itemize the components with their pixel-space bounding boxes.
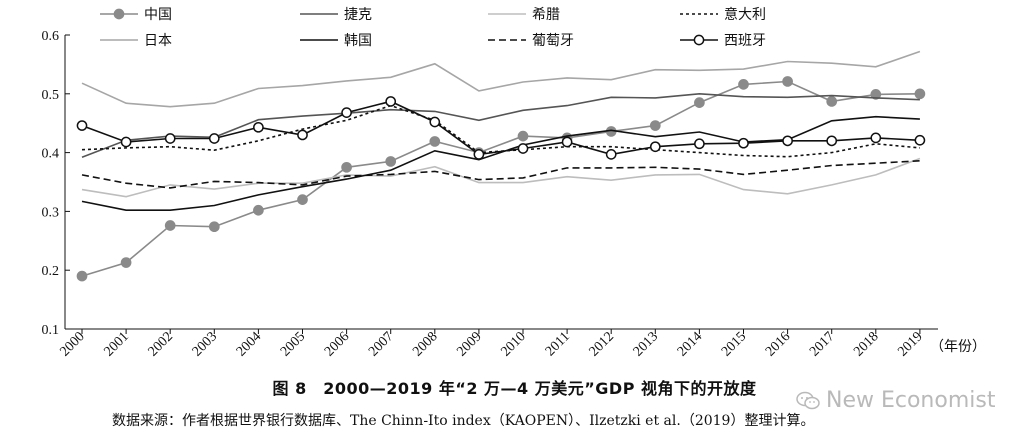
legend-label-希腊: 希腊 [532,7,560,23]
data-point-中国-2008 [429,136,441,147]
data-point-西班牙-2019 [914,134,926,146]
legend-label-捷克: 捷克 [344,7,372,23]
x-tick-label: 2014 [675,329,705,359]
data-point-西班牙-2000 [76,120,88,131]
data-point-西班牙-2014 [694,138,705,150]
y-tick-label: 0.4 [42,147,60,162]
data-point-西班牙-2008 [429,116,441,128]
series-line-中国 [81,80,920,277]
legend-label-葡萄牙: 葡萄牙 [532,33,574,49]
series-line-日本 [81,50,921,108]
x-tick-label: 2018 [851,329,881,359]
x-tick-label: 2002 [146,329,176,359]
watermark: New Economist [796,388,995,413]
y-tick-label: 0.6 [42,29,60,44]
data-point-中国-2007 [385,156,397,167]
data-point-中国-2010 [517,130,529,142]
data-point-中国-2001 [120,257,132,268]
y-tick-label: 0.5 [42,88,60,103]
x-tick-label: 2003 [190,329,220,359]
x-tick-label: 2019 [895,329,925,359]
series-line-西班牙 [81,100,920,156]
data-point-西班牙-2013 [649,141,661,153]
legend-label-中国: 中国 [144,7,172,23]
y-tick-label: 0.3 [42,205,60,220]
y-ticks: 0.1 0.2 0.3 0.4 0.5 0.6 [42,29,70,338]
data-point-西班牙-2001 [120,136,132,148]
x-tick-label: 2006 [322,329,352,359]
x-tick-label: 2011 [543,329,573,359]
data-point-中国-2016 [782,76,793,87]
legend-marker-西班牙 [693,34,705,46]
data-point-西班牙-2012 [605,149,617,160]
x-tick-label: 2005 [278,329,308,359]
plot-area: 0.10.20.30.40.50.6 2000 2001 2002 2003 2004 2… [42,29,987,360]
series-group [76,50,926,282]
series-line-希腊 [81,157,921,198]
legend-label-日本: 日本 [144,33,172,49]
series-line-意大利 [81,104,920,158]
legend-label-韩国: 韩国 [344,33,372,49]
data-point-西班牙-2011 [561,136,573,148]
x-tick-label: 2017 [807,329,837,359]
x-ticks: 2000 2001 2002 2003 2004 2005 2006 2007 2008 2009… [57,329,986,360]
data-point-中国-2019 [914,88,926,100]
series-line-韩国 [81,115,920,211]
data-point-西班牙-2018 [870,132,882,144]
data-point-西班牙-2006 [341,107,352,118]
x-tick-label: 2000 [57,329,87,359]
data-point-中国-2002 [164,220,176,231]
data-point-中国-2006 [341,161,352,173]
x-tick-label: 2001 [102,329,132,359]
data-point-西班牙-2009 [473,149,485,160]
y-tick-label: 0.1 [42,323,60,338]
source-note: 数据来源：作者根据世界银行数据库、The Chinn-Ito index（KAO… [112,413,815,429]
watermark-text: New Economist [826,388,996,413]
data-point-中国-2000 [76,270,88,282]
data-point-西班牙-2003 [208,133,220,144]
legend-marker-中国 [113,8,125,20]
x-tick-label: 2012 [587,329,617,359]
data-point-中国-2013 [649,120,661,131]
series-line-捷克 [81,92,920,159]
series-line-葡萄牙 [81,160,920,189]
legend-label-西班牙: 西班牙 [724,33,766,49]
data-point-中国-2015 [738,79,749,90]
data-point-西班牙-2015 [738,137,749,149]
figure-caption: 图 8 2000—2019 年“2 万—4 万美元”GDP 视角下的开放度 [272,379,757,398]
y-tick-label: 0.2 [42,264,60,279]
data-point-西班牙-2016 [782,135,793,147]
data-point-西班牙-2017 [826,135,838,147]
data-point-西班牙-2004 [253,121,264,133]
data-point-中国-2018 [870,89,882,100]
x-tick-label: 2009 [454,329,484,359]
x-tick-label: 2008 [410,329,440,359]
data-point-中国-2014 [694,97,705,108]
data-point-西班牙-2005 [297,129,308,141]
data-point-西班牙-2007 [385,96,397,107]
x-tick-label: 2016 [763,329,793,359]
data-point-中国-2005 [297,194,308,205]
x-tick-label: 2007 [366,329,396,359]
data-point-西班牙-2010 [517,143,529,154]
data-point-中国-2004 [253,204,264,216]
data-point-中国-2003 [208,221,220,233]
wechat-icon [796,391,820,409]
x-tick-label: 2015 [719,329,749,359]
data-point-西班牙-2002 [164,133,176,144]
x-tick-label: 2010 [498,329,528,359]
data-point-中国-2017 [826,96,838,107]
x-tick-label: 2004 [234,329,264,359]
legend-label-意大利: 意大利 [724,6,766,23]
x-unit-label: （年份） [930,339,986,355]
x-tick-label: 2013 [631,329,661,359]
